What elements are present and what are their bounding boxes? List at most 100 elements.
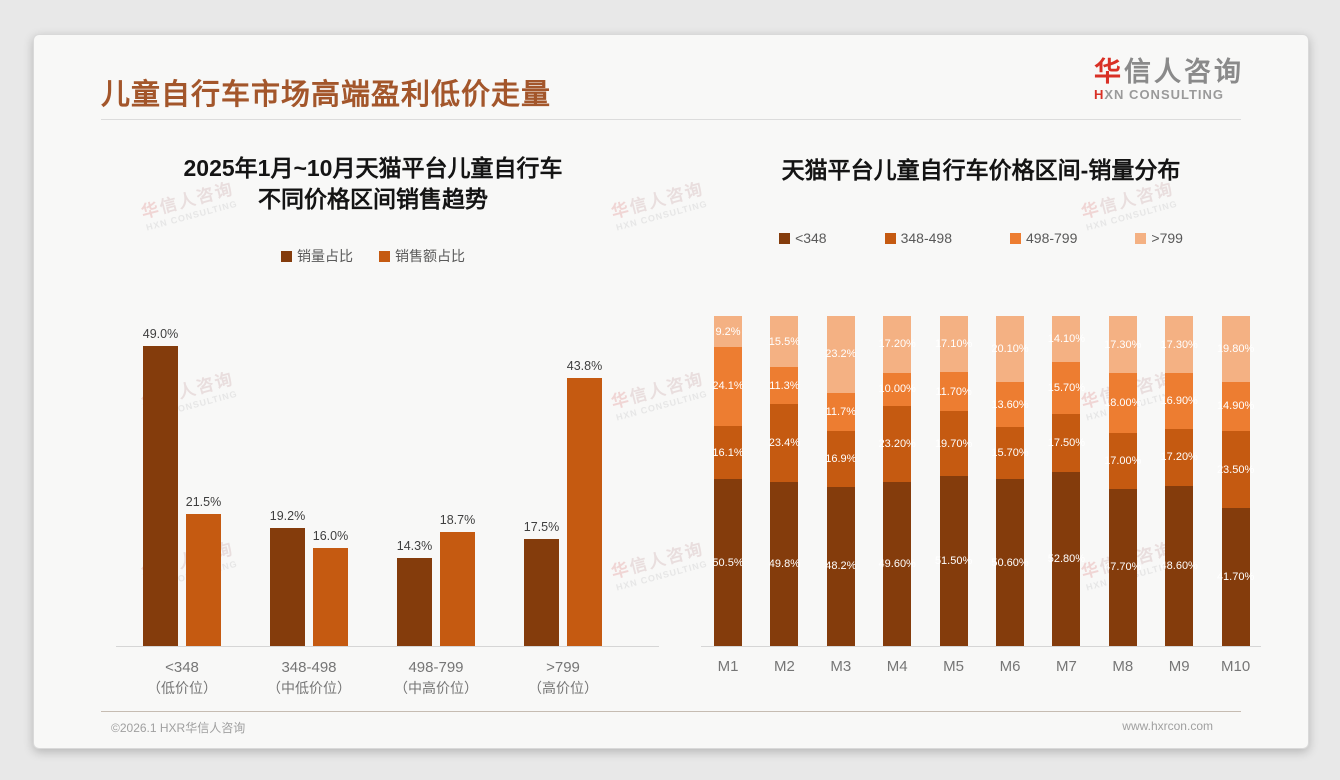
bar-value-label: 21.5% (185, 495, 222, 509)
footer-website: www.hxrcon.com (1122, 719, 1213, 733)
x-category-sub: （低价位） (147, 680, 217, 696)
bar (313, 548, 348, 646)
stacked-bar: 52.80% 17.50% 15.70% 14.10% (1048, 315, 1085, 646)
bar-value-label: 18.7% (439, 513, 476, 527)
x-category-main: >799 (546, 659, 580, 676)
page-title: 儿童自行车市场高端盈利低价走量 (101, 79, 552, 111)
segment-value-label: 14.90% (1216, 400, 1255, 413)
stack-segment: 50.5% (712, 479, 744, 646)
x-month-label: M5 (943, 658, 965, 675)
segment-value-label: 49.8% (768, 557, 800, 570)
segment-value-label: 13.60% (991, 398, 1029, 411)
x-month-label: M6 (999, 658, 1021, 675)
x-month-label: M4 (886, 658, 908, 675)
stacked-bar: 51.50% 19.70% 11.70% 17.10% (935, 316, 972, 646)
left-chart-legend: 销量占比 销售额占比 (83, 246, 663, 266)
x-month-label: M1 (717, 658, 739, 675)
segment-value-label: 15.5% (768, 335, 800, 348)
stack-segment: 23.20% (879, 405, 916, 483)
bar-value-label: 43.8% (566, 359, 603, 373)
legend-item: 498-799 (1010, 230, 1077, 246)
stack-segment: 17.20% (879, 316, 916, 373)
left-chart-title-line2: 不同价格区间销售趋势 (258, 186, 488, 212)
stacked-bar: 48.2% 16.9% 11.7% 23.2% (825, 316, 857, 646)
legend-item: >799 (1135, 230, 1183, 246)
segment-value-label: 11.7% (825, 405, 856, 418)
segment-value-label: 18.00% (1104, 396, 1142, 409)
stack-segment: 23.50% (1217, 430, 1254, 509)
segment-value-label: 19.70% (934, 437, 973, 450)
stack-segment: 41.70% (1217, 508, 1254, 646)
legend-swatch (1135, 232, 1147, 244)
legend-label: >799 (1151, 230, 1183, 246)
right-chart-title: 天猫平台儿童自行车价格区间-销量分布 (781, 157, 1181, 183)
segment-value-label: 51.50% (934, 555, 973, 568)
segment-value-label: 50.60% (991, 556, 1029, 569)
legend-swatch (281, 250, 292, 262)
stack-segment: 52.80% (1048, 471, 1085, 646)
x-category-label: <348 （低价位） (112, 658, 252, 698)
stack-segment: 11.70% (935, 372, 972, 412)
legend-label: 销售额占比 (395, 248, 465, 264)
footer-copyright: ©2026.1 HXR华信人咨询 (111, 721, 246, 735)
company-logo: 华信人咨询 HXN CONSULTING (1094, 57, 1244, 103)
stack-segment: 11.3% (769, 367, 800, 405)
segment-value-label: 49.60% (878, 558, 916, 571)
segment-value-label: 23.4% (768, 437, 800, 450)
bar (270, 528, 305, 646)
stack-segment: 11.7% (825, 392, 856, 432)
segment-value-label: 52.80% (1047, 552, 1086, 565)
stack-segment: 9.2% (714, 316, 742, 347)
stack-segment: 49.60% (879, 482, 916, 646)
bar (143, 346, 178, 646)
left-chart-title: 2025年1月~10月天猫平台儿童自行车 不同价格区间销售趋势 (83, 153, 663, 215)
segment-value-label: 16.9% (825, 453, 857, 466)
x-category-main: 348-498 (281, 659, 337, 676)
stack-segment: 20.10% (991, 316, 1029, 383)
stacked-bar: 47.70% 17.00% 18.00% 17.30% (1104, 316, 1141, 646)
segment-value-label: 24.1% (712, 380, 744, 393)
stacked-bar: 49.60% 23.20% 10.00% 17.20% (879, 316, 916, 646)
title-divider (101, 119, 1241, 120)
stack-segment: 16.1% (712, 426, 744, 480)
stack-segment: 17.50% (1048, 414, 1085, 472)
stacked-bar: 50.60% 15.70% 13.60% 20.10% (991, 316, 1029, 646)
stack-segment: 16.90% (1161, 373, 1198, 429)
legend-swatch (884, 232, 896, 244)
segment-value-label: 10.00% (878, 383, 916, 396)
legend-swatch (379, 250, 390, 262)
x-month-label: M7 (1055, 658, 1077, 675)
stacked-bar: 41.70% 23.50% 14.90% 19.80% (1217, 316, 1254, 646)
segment-value-label: 9.2% (715, 325, 741, 338)
x-category-main: 498-799 (408, 659, 464, 676)
segment-value-label: 11.3% (769, 379, 800, 392)
segment-value-label: 23.50% (1216, 463, 1255, 476)
segment-value-label: 17.30% (1160, 338, 1198, 351)
segment-value-label: 17.00% (1104, 454, 1142, 467)
left-chart-plot: 49.0% 21.5% 19.2% 16.0% 14.3% 18.7% 17.5% 43.8% (116, 327, 659, 647)
stacked-bar: 48.60% 17.20% 16.90% 17.30% (1161, 316, 1198, 646)
stack-segment: 16.9% (825, 431, 857, 487)
segment-value-label: 15.70% (991, 447, 1029, 460)
legend-item: 销售额占比 (379, 246, 465, 266)
stack-segment: 24.1% (712, 346, 744, 427)
left-chart-title-line1: 2025年1月~10月天猫平台儿童自行车 (183, 155, 563, 181)
x-month-label: M8 (1112, 658, 1134, 675)
x-category-sub: （中高价位） (394, 680, 478, 696)
stack-segment: 47.70% (1104, 488, 1141, 646)
stack-segment: 17.00% (1104, 432, 1141, 489)
legend-item: 销量占比 (281, 246, 353, 266)
x-category-sub: （中低价位） (267, 680, 351, 696)
stack-segment: 18.00% (1104, 373, 1141, 433)
stack-segment: 17.10% (935, 316, 972, 373)
bar-value-label: 49.0% (142, 327, 179, 341)
segment-value-label: 50.5% (712, 556, 744, 569)
stack-segment: 15.5% (768, 316, 800, 368)
bar-value-label: 19.2% (269, 509, 306, 523)
watermark-line2: HXN CONSULTING (1084, 198, 1179, 233)
stacked-bar: 49.8% 23.4% 11.3% 15.5% (768, 316, 800, 646)
stack-segment: 48.2% (825, 486, 856, 646)
logo-chinese: 华信人咨询 (1094, 57, 1244, 87)
stack-segment: 15.70% (991, 427, 1029, 480)
bar-value-label: 14.3% (396, 539, 433, 553)
